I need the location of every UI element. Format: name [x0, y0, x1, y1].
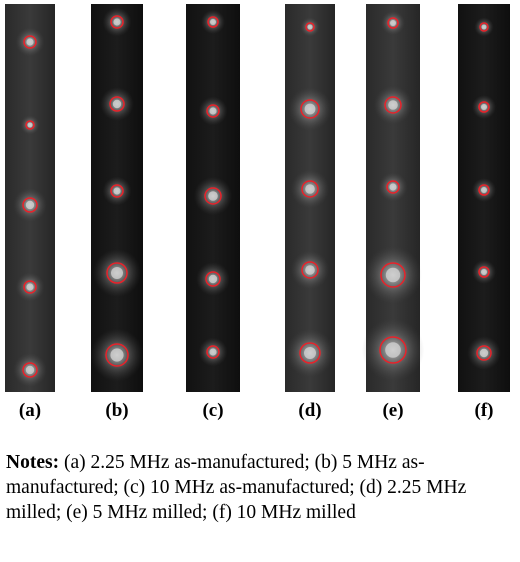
- echo-core: [209, 348, 217, 356]
- echo-core: [113, 187, 121, 195]
- panel-label: (f): [475, 400, 494, 421]
- detection-circle: [305, 22, 315, 32]
- panel-label: (d): [298, 400, 321, 421]
- panel-label: (c): [202, 400, 223, 421]
- detection-circle: [25, 120, 35, 130]
- notes-label: Notes:: [6, 452, 60, 473]
- echo-core: [26, 283, 34, 291]
- detection-circle: [380, 262, 406, 288]
- echo-core: [389, 183, 397, 191]
- panel-label: (a): [19, 400, 41, 421]
- echo-core: [113, 18, 121, 26]
- echo-core: [390, 20, 396, 26]
- detection-circle: [22, 362, 38, 378]
- echo-core: [307, 24, 313, 30]
- detection-circle: [478, 184, 490, 196]
- echo-core: [112, 99, 122, 109]
- detection-circle: [105, 343, 129, 367]
- echo-core: [26, 38, 34, 46]
- detection-circle: [110, 184, 124, 198]
- detection-circle: [299, 342, 321, 364]
- detection-circle: [384, 96, 402, 114]
- detection-circle: [379, 336, 407, 364]
- detection-circle: [110, 15, 124, 29]
- detection-circle: [478, 266, 490, 278]
- detection-circle: [22, 197, 38, 213]
- echo-core: [385, 267, 401, 283]
- echo-core: [481, 187, 487, 193]
- detection-circle: [206, 104, 220, 118]
- echo-core: [479, 348, 489, 358]
- echo-core: [208, 191, 218, 201]
- echo-core: [304, 103, 316, 115]
- echo-core: [305, 265, 315, 275]
- echo-core: [208, 274, 218, 284]
- figure: (a) (b) (c) (d) (e) (f): [5, 4, 510, 421]
- echo-core: [481, 104, 487, 110]
- detection-circle: [23, 35, 37, 49]
- notes-text: (a) 2.25 MHz as-manufactured; (b) 5 MHz …: [6, 452, 467, 523]
- echo-core: [210, 19, 216, 25]
- detection-circle: [386, 180, 400, 194]
- detection-circle: [387, 17, 399, 29]
- detection-circle: [301, 261, 319, 279]
- detection-circle: [205, 271, 221, 287]
- echo-core: [305, 184, 315, 194]
- echo-core: [25, 365, 35, 375]
- echo-core: [481, 269, 487, 275]
- echo-core: [388, 100, 398, 110]
- detection-circle: [479, 22, 489, 32]
- detection-circle: [301, 180, 319, 198]
- notes: Notes: (a) 2.25 MHz as-manufactured; (b)…: [6, 450, 514, 525]
- echo-core: [304, 347, 316, 359]
- detection-circle: [204, 187, 222, 205]
- echo-core: [27, 122, 33, 128]
- echo-core: [209, 107, 217, 115]
- detection-circle: [106, 262, 128, 284]
- detection-circle: [207, 16, 219, 28]
- echo-core: [385, 342, 401, 358]
- echo-core: [111, 267, 123, 279]
- detection-circle: [206, 345, 220, 359]
- panel-label: (b): [105, 400, 128, 421]
- echo-core: [110, 348, 124, 362]
- echo-core: [481, 24, 487, 30]
- detection-circle: [478, 101, 490, 113]
- detection-circle: [300, 99, 320, 119]
- echo-core: [25, 200, 35, 210]
- detection-circle: [109, 96, 125, 112]
- detection-circle: [23, 280, 37, 294]
- detection-circle: [476, 345, 492, 361]
- panel-label: (e): [382, 400, 403, 421]
